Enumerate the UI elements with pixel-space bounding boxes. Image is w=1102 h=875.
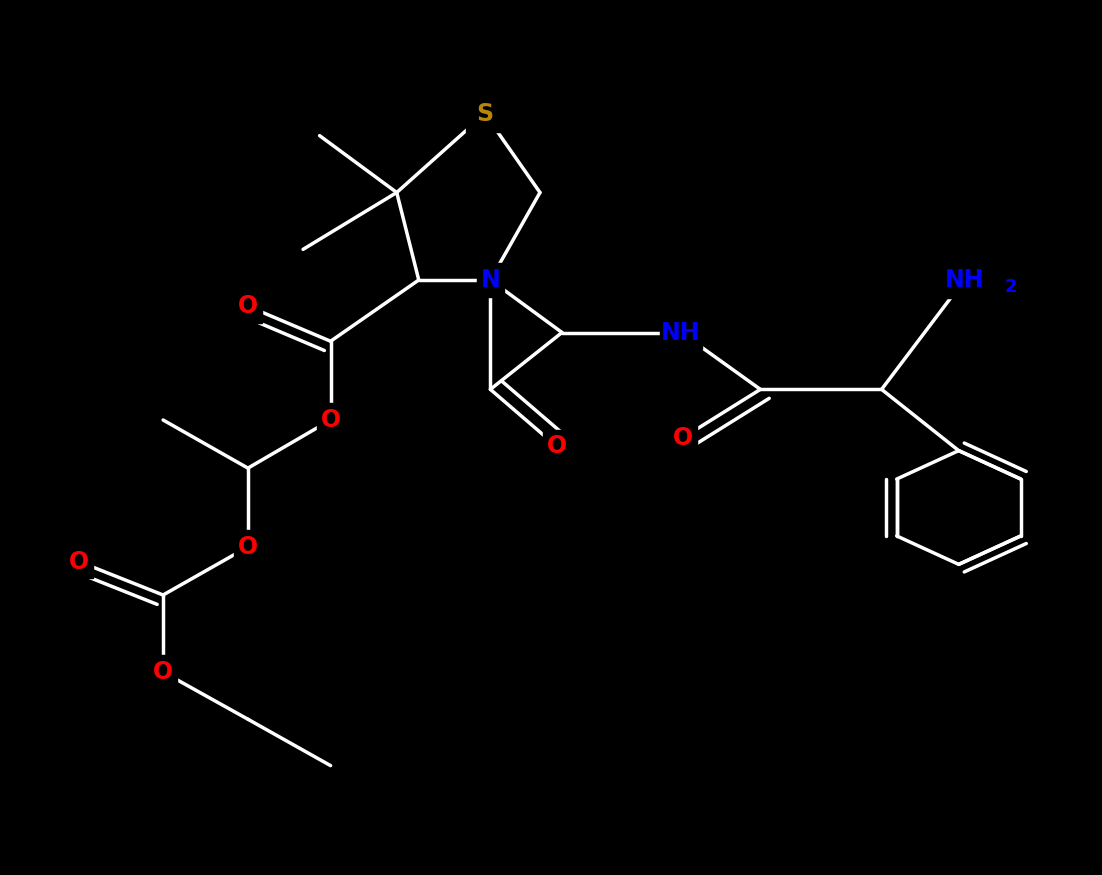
Bar — [938, 262, 991, 298]
Bar — [234, 530, 261, 564]
Text: O: O — [153, 660, 173, 684]
Text: N: N — [480, 268, 500, 292]
Text: S: S — [476, 102, 494, 126]
Text: O: O — [673, 425, 693, 450]
Text: O: O — [238, 535, 258, 559]
Bar — [670, 421, 698, 454]
Bar — [476, 263, 505, 297]
Bar — [149, 655, 176, 689]
Text: NH: NH — [944, 268, 984, 292]
Bar — [542, 430, 571, 463]
Text: O: O — [321, 408, 341, 432]
Bar — [660, 316, 702, 349]
Text: NH: NH — [661, 320, 701, 345]
Text: O: O — [547, 434, 566, 458]
Text: O: O — [69, 550, 89, 574]
Text: O: O — [238, 294, 258, 318]
Bar — [465, 95, 505, 132]
Bar — [234, 290, 261, 323]
Bar — [317, 403, 344, 437]
Bar — [66, 545, 93, 578]
Text: 2: 2 — [1004, 278, 1017, 296]
